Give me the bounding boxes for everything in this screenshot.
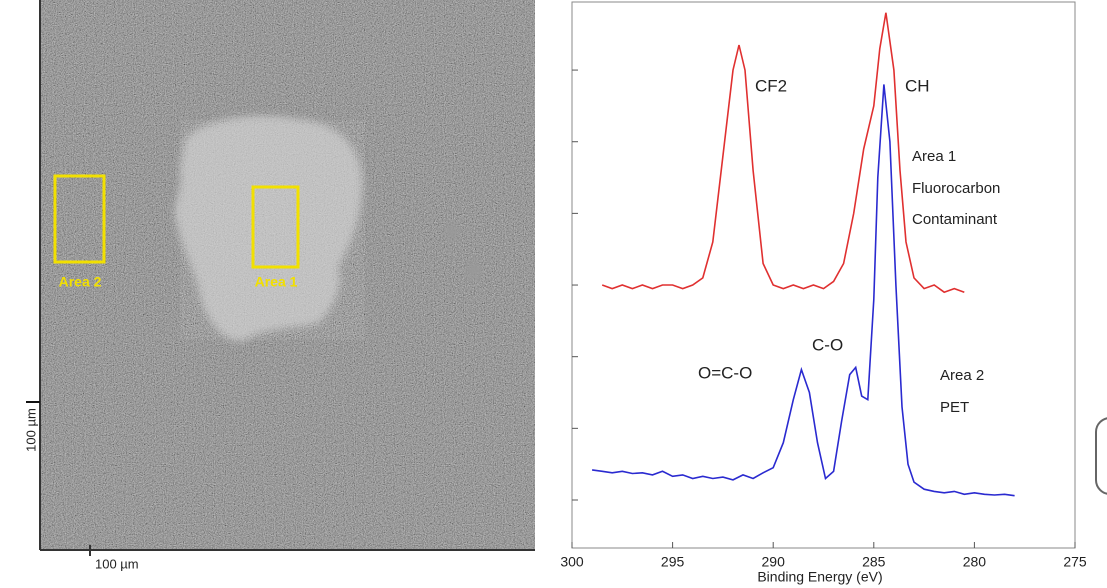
annotation: CF2 — [755, 76, 787, 95]
x-tick-label: 285 — [862, 554, 886, 570]
x-tick-label: 280 — [963, 554, 987, 570]
x-axis-title: Binding Energy (eV) — [757, 569, 882, 585]
x-tick-label: 275 — [1063, 554, 1087, 570]
speck — [466, 260, 482, 280]
plot-frame — [571, 1, 1076, 549]
annotation: C-O — [812, 335, 843, 354]
spectrum-chart: Binding Energy (eV) 300 295 290 285 280 275 — [560, 1, 1087, 585]
area-box — [53, 174, 106, 264]
annotation: PET — [940, 399, 969, 416]
annotation: CH — [905, 76, 930, 95]
scale-label: 100 µm — [95, 556, 139, 571]
x-tick-label: 295 — [661, 554, 685, 570]
x-tick-label: 290 — [762, 554, 786, 570]
scale-label: 100 µm — [23, 408, 38, 452]
area-box — [251, 185, 300, 269]
annotation: Area 2 — [940, 367, 984, 384]
x-tick-label: 300 — [560, 554, 584, 570]
speck — [445, 223, 459, 241]
cut-off-widget — [1095, 417, 1107, 495]
annotation: Fluorocarbon — [912, 180, 1000, 197]
annotation: Contaminant — [912, 211, 998, 228]
spectrum-line — [591, 84, 1015, 497]
area-label: Area 1 — [255, 274, 298, 290]
xps-image: Area 2 Area 1 100 µm 100 µm — [23, 0, 535, 571]
blob-noise — [180, 120, 365, 340]
annotation: O=C-O — [698, 363, 752, 382]
spectrum-line — [601, 12, 965, 294]
area-label: Area 2 — [59, 274, 102, 290]
annotations: CF2 CH Area 1 Fluorocarbon Contaminant O… — [698, 76, 1000, 415]
annotation: Area 1 — [912, 148, 956, 165]
